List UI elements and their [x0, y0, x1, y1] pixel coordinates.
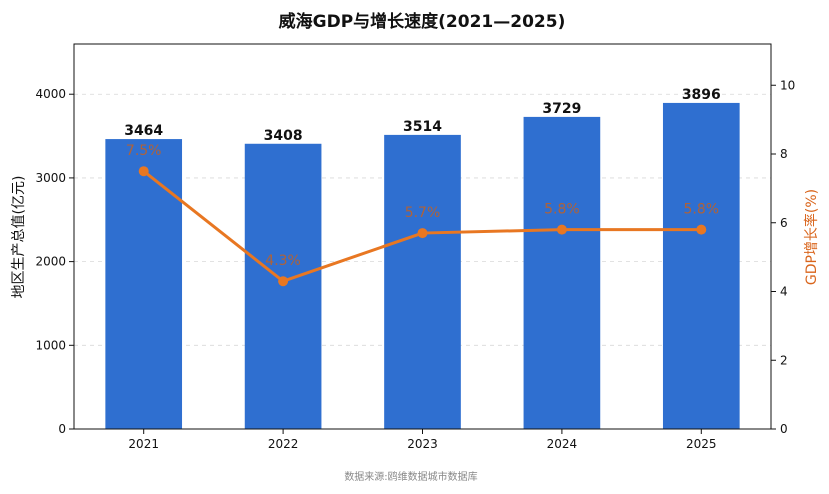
gdp-bar — [105, 139, 183, 430]
x-axis: 2021 2022 2023 2024 2025 — [128, 429, 717, 451]
x-tick-label: 2022 — [268, 437, 299, 451]
rate-point-label: 7.5% — [126, 143, 162, 159]
rate-point — [278, 276, 289, 287]
rate-point — [138, 166, 149, 177]
y-axis-left: 0 1000 2000 3000 4000 — [35, 87, 74, 436]
gdp-bar-label: 3729 — [542, 101, 581, 117]
chart-title: 威海GDP与增长速度(2021—2025) — [279, 11, 566, 32]
y-tick-label: 4000 — [35, 87, 66, 101]
x-tick-label: 2021 — [128, 437, 159, 451]
data-source-note: 数据来源:鸥维数据城市数据库 — [344, 470, 477, 483]
rate-point — [417, 228, 428, 239]
gdp-bar-label: 3896 — [682, 87, 721, 103]
rate-point-label: 5.8% — [544, 202, 580, 218]
y2-tick-label: 4 — [780, 285, 788, 299]
rate-line-series — [138, 166, 707, 287]
gdp-bar — [662, 102, 740, 429]
rate-point — [696, 224, 707, 235]
x-tick-label: 2023 — [407, 437, 438, 451]
rate-point-label: 5.8% — [684, 202, 720, 218]
y2-tick-label: 10 — [780, 78, 795, 92]
gdp-bar-label: 3464 — [124, 123, 163, 139]
y-tick-label: 0 — [58, 422, 66, 436]
rate-point-label: 4.3% — [265, 253, 301, 269]
y2-tick-label: 6 — [780, 216, 788, 230]
y2-tick-label: 0 — [780, 422, 788, 436]
x-tick-label: 2024 — [547, 437, 578, 451]
y2-tick-label: 8 — [780, 147, 788, 161]
gdp-bar-label: 3514 — [403, 119, 442, 135]
data-labels: 3464 3408 3514 3729 3896 7.5% 4.3% 5.7% 5.8% 5.8% — [124, 87, 721, 269]
y-tick-label: 3000 — [35, 171, 66, 185]
x-tick-label: 2025 — [686, 437, 717, 451]
y-axis-right-label: GDP增长率(%) — [803, 189, 820, 285]
gdp-bar-label: 3408 — [264, 128, 303, 144]
bar-series — [105, 102, 740, 430]
gdp-bar — [523, 116, 601, 429]
y-axis-left-label: 地区生产总值(亿元) — [11, 176, 27, 299]
y-tick-label: 1000 — [35, 338, 66, 352]
rate-point — [556, 224, 567, 235]
gdp-bar — [244, 143, 322, 430]
y-axis-right: 0 2 4 6 8 10 — [771, 78, 795, 436]
gdp-bar — [384, 134, 461, 429]
y-tick-label: 2000 — [35, 255, 66, 269]
y2-tick-label: 2 — [780, 353, 788, 367]
rate-point-label: 5.7% — [405, 205, 441, 221]
